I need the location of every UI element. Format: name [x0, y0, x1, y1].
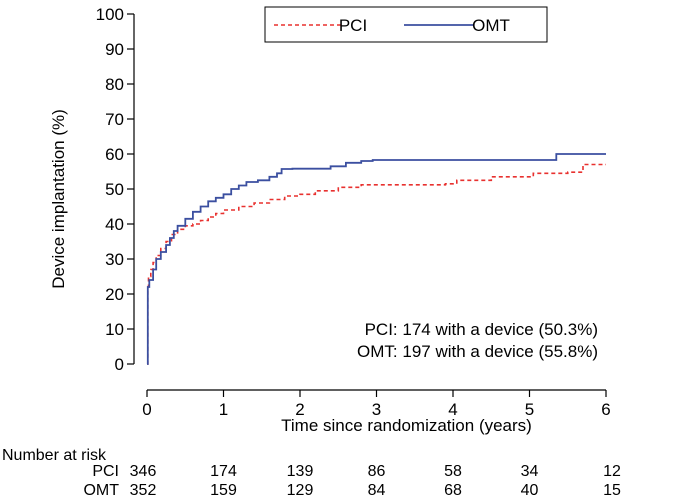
y-tick-label: 10 — [105, 320, 124, 339]
x-tick-label: 1 — [219, 400, 228, 419]
legend: PCI OMT — [264, 6, 548, 43]
risk-cell: 346 — [130, 463, 157, 480]
x-tick-label: 2 — [295, 400, 304, 419]
annotation-text: PCI: 174 with a device (50.3%) — [365, 320, 598, 339]
risk-cell: 129 — [287, 482, 314, 499]
risk-table-title: Number at risk — [2, 447, 107, 464]
risk-cell: 58 — [444, 463, 462, 480]
risk-cell: 40 — [521, 482, 539, 499]
y-tick-label: 90 — [105, 40, 124, 59]
axes: 0 10 20 30 40 50 60 70 80 90 100 0 1 2 3 4 5 6 Device impl… — [49, 5, 611, 435]
y-tick-label: 70 — [105, 110, 124, 129]
y-tick-label: 30 — [105, 250, 124, 269]
risk-cell: 84 — [368, 482, 386, 499]
x-tick-label: 4 — [448, 400, 457, 419]
risk-cell: 139 — [287, 463, 314, 480]
y-axis-title: Device implantation (%) — [49, 109, 68, 289]
risk-cell: 86 — [368, 463, 386, 480]
series-line-omt — [146, 153, 606, 365]
x-axis-title: Time since randomization (years) — [281, 416, 532, 435]
x-tick-label: 0 — [142, 400, 151, 419]
y-tick-label: 0 — [115, 355, 124, 374]
x-tick-label: 6 — [601, 400, 610, 419]
risk-cell: 159 — [210, 482, 237, 499]
risk-cell: 12 — [603, 463, 621, 480]
risk-cell: 174 — [210, 463, 237, 480]
y-tick-label: 80 — [105, 75, 124, 94]
risk-cell: 15 — [603, 482, 621, 499]
y-tick-label: 40 — [105, 215, 124, 234]
series-layer — [146, 153, 606, 365]
legend-label-pci: PCI — [339, 16, 367, 35]
series-line-pci — [147, 163, 606, 365]
risk-cell: 34 — [521, 463, 539, 480]
y-tick-label: 20 — [105, 285, 124, 304]
annotations: PCI: 174 with a device (50.3%) OMT: 197 w… — [357, 320, 598, 361]
risk-cell: 352 — [130, 482, 157, 499]
x-tick-label: 5 — [525, 400, 534, 419]
y-tick-label: 50 — [105, 180, 124, 199]
x-tick-label: 3 — [372, 400, 381, 419]
annotation-text: OMT: 197 with a device (55.8%) — [357, 342, 598, 361]
risk-row-label: OMT — [83, 482, 119, 499]
risk-cell: 68 — [444, 482, 462, 499]
risk-row-label: PCI — [92, 463, 119, 480]
y-tick-label: 100 — [96, 5, 124, 24]
legend-label-omt: OMT — [472, 16, 510, 35]
y-tick-label: 60 — [105, 145, 124, 164]
